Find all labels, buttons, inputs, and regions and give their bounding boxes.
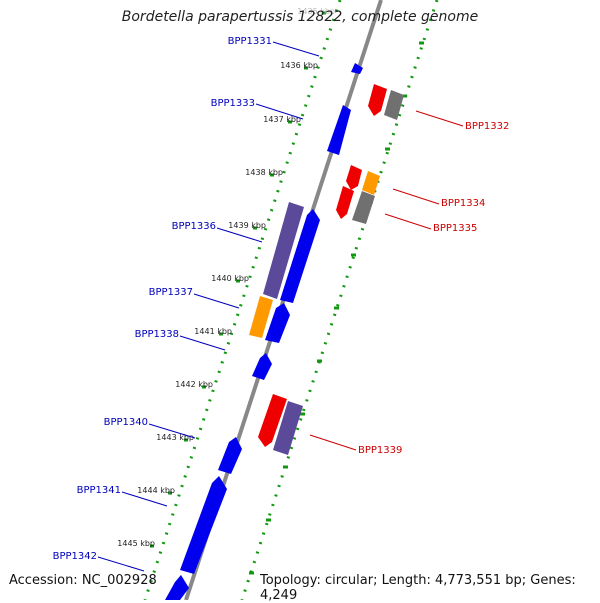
- gene-BPP1339b[interactable]: [273, 401, 303, 455]
- forward-genes: [165, 63, 363, 600]
- tick-label: 1444 kbp: [137, 486, 175, 495]
- label-leaders: [97, 41, 464, 572]
- gene-label[interactable]: BPP1338: [135, 329, 179, 340]
- gene-BPP1337[interactable]: [249, 296, 273, 338]
- gene-label[interactable]: BPP1342: [53, 551, 97, 562]
- gene-label[interactable]: BPP1332: [465, 121, 509, 132]
- tick-label: 1442 kbp: [175, 380, 213, 389]
- gene-BPP1336b[interactable]: [280, 209, 320, 303]
- gene-label[interactable]: BPP1334: [441, 198, 485, 209]
- gene-label[interactable]: BPP1340: [104, 417, 148, 428]
- tick-label: 1436 kbp: [280, 61, 318, 70]
- tick-label: 1438 kbp: [245, 168, 283, 177]
- gene-label[interactable]: BPP1336: [172, 221, 216, 232]
- gene-BPP1334b[interactable]: [362, 171, 380, 195]
- tick-label: 1435 kbp: [297, 7, 335, 16]
- gene-BPP1342[interactable]: [165, 575, 189, 600]
- gene-BPP1335b[interactable]: [352, 191, 375, 224]
- gene-label[interactable]: BPP1337: [149, 287, 193, 298]
- gene-label[interactable]: BPP1341: [77, 485, 121, 496]
- gene-BPP1338[interactable]: [265, 303, 290, 343]
- gene-BPP1335[interactable]: [336, 186, 354, 219]
- gene-label[interactable]: BPP1331: [228, 36, 272, 47]
- gene-BPP1334[interactable]: [346, 165, 362, 190]
- gene-BPP1341[interactable]: [180, 476, 227, 574]
- tick-label: 1439 kbp: [228, 221, 266, 230]
- accession-text: Accession: NC_002928: [9, 573, 157, 588]
- topology-text: Topology: circular; Length: 4,773,551 bp…: [260, 573, 576, 603]
- reverse-gene-labels: BPP1332 BPP1334 BPP1335 BPP1339: [358, 121, 509, 456]
- gene-label[interactable]: BPP1339: [358, 445, 402, 456]
- tick-marks-reverse: [249, 41, 424, 575]
- forward-scale-track: [143, 0, 342, 600]
- tick-label: 1441 kbp: [194, 327, 232, 336]
- gene-BPP1333[interactable]: [327, 105, 351, 155]
- gene-BPP1339[interactable]: [258, 394, 287, 447]
- map-title: Bordetella parapertussis 12822, complete…: [121, 9, 479, 25]
- tick-marks-forward: [150, 11, 326, 548]
- gene-label[interactable]: BPP1335: [433, 223, 477, 234]
- tick-label: 1440 kbp: [211, 274, 249, 283]
- gene-BPP1340[interactable]: [218, 437, 242, 474]
- forward-gene-labels: BPP1331 BPP1333 BPP1336 BPP1337 BPP1338 …: [53, 36, 272, 562]
- tick-label: 1437 kbp: [263, 115, 301, 124]
- reverse-genes: [258, 84, 404, 455]
- gene-label[interactable]: BPP1333: [211, 98, 255, 109]
- gene-BPP1331[interactable]: [351, 63, 363, 74]
- tick-labels: 1435 kbp 1436 kbp 1437 kbp 1438 kbp 1439…: [117, 7, 335, 548]
- gene-BPP1332b[interactable]: [384, 90, 404, 120]
- gene-BPP1336[interactable]: [263, 202, 304, 299]
- gene-BPP1338b[interactable]: [252, 353, 272, 380]
- tick-label: 1445 kbp: [117, 539, 155, 548]
- tick-label: 1443 kbp: [156, 433, 194, 442]
- gene-BPP1332[interactable]: [368, 84, 387, 116]
